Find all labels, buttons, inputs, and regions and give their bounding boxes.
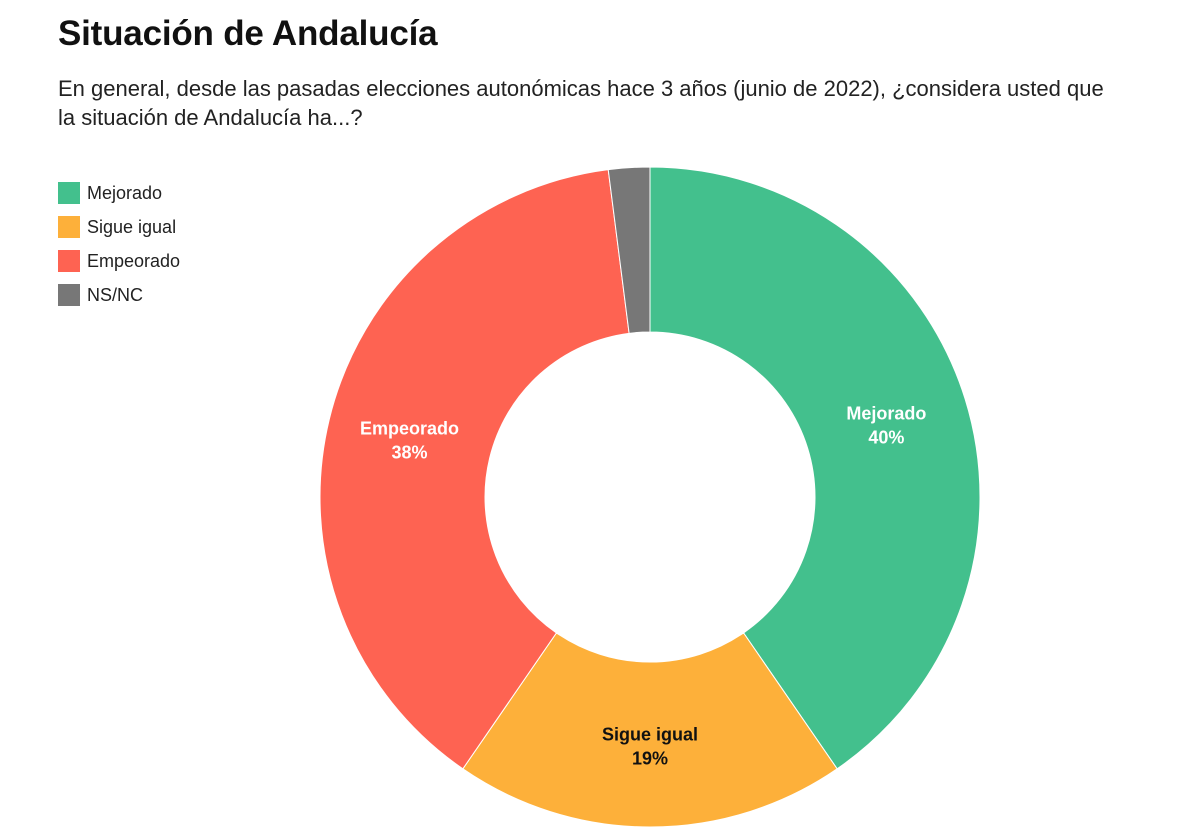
slice-label-sigue-igual: Sigue igual (602, 725, 698, 745)
slice-value-mejorado: 40% (868, 428, 904, 448)
donut-slice-mejorado (649, 166, 981, 770)
legend-label-ns-nc: NS/NC (87, 284, 144, 305)
legend-item-mejorado: Mejorado (58, 176, 180, 210)
slice-value-empeorado: 38% (391, 443, 427, 463)
donut-slice-sigue-igual (462, 632, 838, 828)
legend: Mejorado Sigue igual Empeorado NS/NC (58, 176, 180, 312)
legend-label-empeorado: Empeorado (87, 250, 181, 271)
chart-title: Situación de Andalucía (58, 14, 438, 53)
legend-item-ns-nc: NS/NC (58, 278, 180, 312)
legend-swatch-sigue-igual (58, 216, 80, 238)
slice-label-mejorado: Mejorado (846, 404, 926, 424)
legend-item-sigue-igual: Sigue igual (58, 210, 180, 244)
legend-label-sigue-igual: Sigue igual (87, 216, 177, 237)
slice-value-sigue-igual: 19% (632, 749, 668, 769)
legend-swatch-ns-nc (58, 284, 80, 306)
chart-subtitle: En general, desde las pasadas elecciones… (58, 76, 1104, 130)
legend-swatch-mejorado (58, 182, 80, 204)
donut-slice-empeorado (319, 169, 630, 770)
slice-label-empeorado: Empeorado (360, 419, 459, 439)
legend-swatch-empeorado (58, 250, 80, 272)
legend-item-empeorado: Empeorado (58, 244, 180, 278)
legend-label-mejorado: Mejorado (87, 182, 163, 203)
donut-slice-ns-nc (607, 166, 651, 334)
